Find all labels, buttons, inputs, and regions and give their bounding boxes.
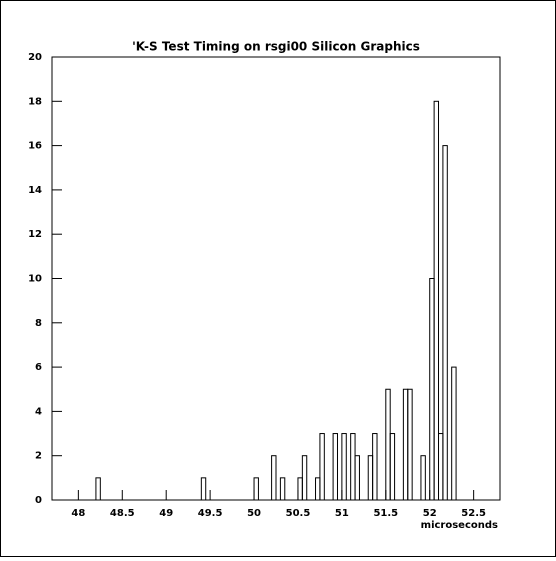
chart-title: 'K-S Test Timing on rsgi00 Silicon Graph… (132, 40, 420, 54)
y-tick-label: 12 (28, 229, 42, 240)
x-tick-label: 48.5 (110, 508, 135, 519)
x-tick-label: 49 (159, 508, 173, 519)
y-tick-label: 14 (28, 185, 42, 196)
y-tick-label: 20 (28, 52, 42, 63)
x-tick-label: 51 (335, 508, 349, 519)
y-tick-label: 2 (35, 451, 42, 462)
y-tick-label: 8 (35, 318, 42, 329)
y-tick-label: 10 (28, 274, 42, 285)
y-tick-label: 6 (35, 362, 42, 373)
y-tick-label: 0 (35, 495, 42, 506)
x-tick-label: 49.5 (198, 508, 223, 519)
x-tick-label: 52.5 (461, 508, 486, 519)
y-tick-label: 18 (28, 96, 42, 107)
x-tick-label: 48 (71, 508, 85, 519)
x-tick-label: 50.5 (286, 508, 311, 519)
x-tick-label: 51.5 (373, 508, 398, 519)
y-tick-label: 16 (28, 141, 42, 152)
x-tick-label: 52 (423, 508, 437, 519)
y-tick-label: 4 (35, 406, 42, 417)
x-axis-label: microseconds (421, 520, 498, 531)
x-tick-label: 50 (247, 508, 261, 519)
